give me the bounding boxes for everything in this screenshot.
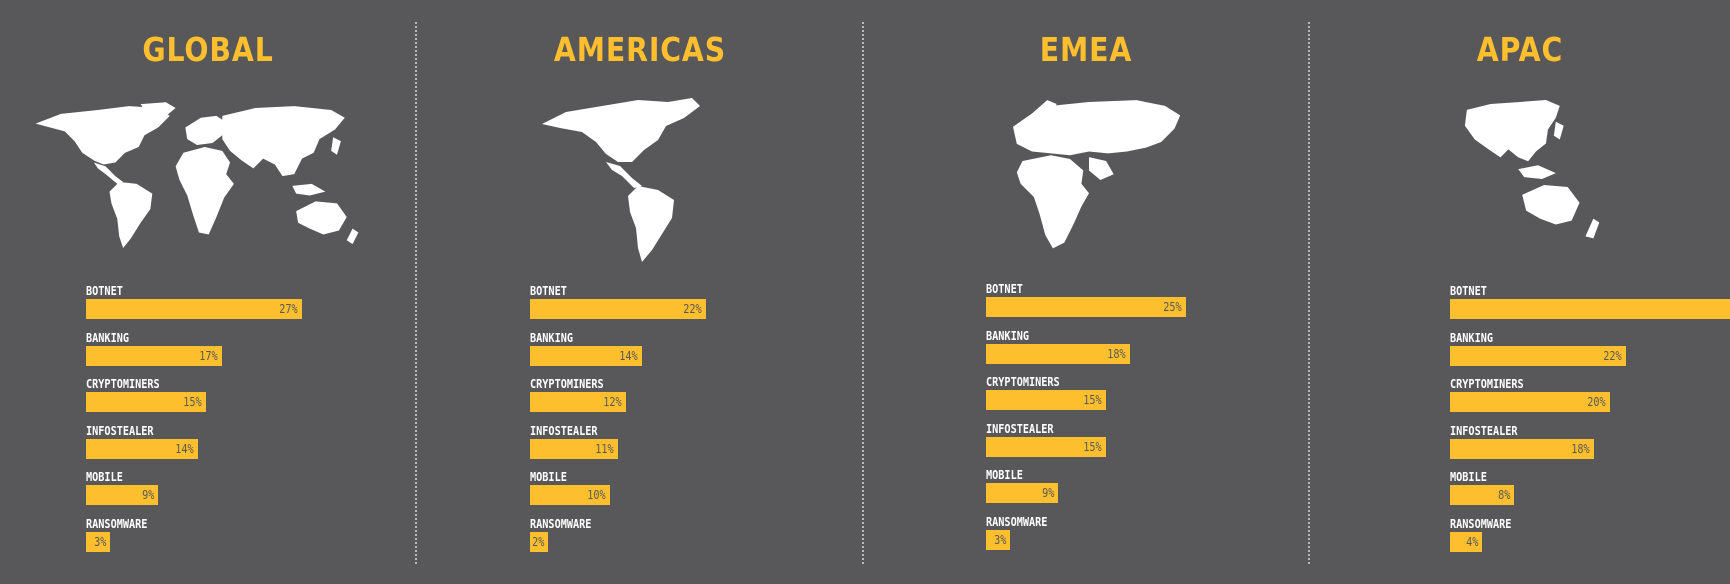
bar-value-label: 2%: [531, 534, 544, 549]
bar-value-label: 18%: [1571, 441, 1590, 456]
category-label: CRYPTOMINERS: [1450, 377, 1524, 391]
category-label: MOBILE: [530, 470, 567, 484]
emea-map-icon: [1013, 100, 1181, 249]
category-label: INFOSTEALER: [1450, 423, 1518, 438]
bar-value-label: 25%: [1163, 300, 1182, 314]
region-title: EMEA: [1039, 30, 1133, 69]
bar-value-label: 17%: [199, 348, 218, 363]
bar: 12%: [530, 392, 626, 412]
bar-value-label: 27%: [279, 302, 298, 316]
category-label: RANSOMWARE: [86, 516, 148, 531]
bar: 25%: [986, 297, 1186, 317]
panel-americas: AMERICAS BOTNET 22% BANKING 14% CRYPTOMINERS…: [418, 0, 862, 584]
category-label: RANSOMWARE: [986, 514, 1048, 529]
americas-map-icon: [542, 98, 700, 262]
bar: 3%: [86, 531, 110, 552]
category-label: BOTNET: [530, 284, 567, 298]
bar: 11%: [530, 438, 618, 459]
bar-value-label: 3%: [93, 534, 106, 549]
region-title: APAC: [1476, 30, 1564, 69]
category-label: CRYPTOMINERS: [986, 375, 1060, 389]
category-label: MOBILE: [86, 470, 123, 484]
category-label: BANKING: [986, 328, 1029, 343]
category-label: MOBILE: [1450, 470, 1487, 484]
bar: 20%: [1450, 392, 1610, 412]
bar-value-label: 22%: [683, 302, 702, 316]
bar: 14%: [86, 438, 198, 459]
world-map-icon: [35, 102, 359, 249]
bar-value-label: 8%: [1497, 488, 1510, 502]
bar: 15%: [86, 392, 206, 412]
bar-value-label: 14%: [619, 348, 638, 363]
bar-value-label: 11%: [595, 441, 614, 456]
bar: 22%: [1450, 345, 1626, 366]
panel-global: GLOBAL BOTNET 27% BANKING 17% CRYPTO: [0, 0, 416, 584]
category-label: BOTNET: [1450, 284, 1487, 298]
bar: 9%: [86, 485, 158, 505]
category-label: CRYPTOMINERS: [530, 377, 604, 391]
category-label: BOTNET: [986, 282, 1023, 296]
category-label: RANSOMWARE: [530, 516, 592, 531]
divider: [415, 22, 417, 564]
bar-value-label: 15%: [1083, 439, 1102, 454]
bar: 22%: [530, 299, 706, 319]
bar: 15%: [986, 390, 1106, 410]
bar: 27%: [86, 299, 302, 319]
category-label: BOTNET: [86, 284, 123, 298]
bar: 18%: [1450, 438, 1594, 459]
bar-value-label: 9%: [141, 488, 154, 502]
category-label: INFOSTEALER: [530, 423, 598, 438]
category-label: RANSOMWARE: [1450, 516, 1512, 531]
bar: 18%: [986, 343, 1130, 364]
bar: 15%: [986, 436, 1106, 457]
apac-map-icon: [1464, 100, 1600, 239]
category-label: BANKING: [530, 330, 573, 345]
bar: 14%: [530, 345, 642, 366]
bar-value-label: 4%: [1465, 534, 1478, 549]
category-label: INFOSTEALER: [986, 421, 1054, 436]
region-title: GLOBAL: [142, 30, 274, 69]
bar-value-label: 22%: [1603, 348, 1622, 363]
bar-value-label: 18%: [1107, 346, 1126, 361]
bar-value-label: 15%: [1083, 393, 1102, 407]
region-title: AMERICAS: [553, 30, 727, 69]
bar-value-label: 15%: [183, 395, 202, 409]
bar: 42%: [1450, 299, 1730, 319]
divider: [1308, 22, 1310, 564]
bar: 2%: [530, 531, 548, 552]
category-label: INFOSTEALER: [86, 423, 154, 438]
bar-value-label: 20%: [1587, 395, 1606, 409]
bar: 10%: [530, 485, 610, 505]
bar: 8%: [1450, 485, 1514, 505]
panel-apac: APAC BOTNET42% BANKING 22% CRYPTOMINERS 20% I…: [1310, 0, 1730, 584]
bar: 17%: [86, 345, 222, 366]
category-label: BANKING: [1450, 330, 1493, 345]
category-label: CRYPTOMINERS: [86, 377, 160, 391]
bar: 4%: [1450, 531, 1482, 552]
panel-emea: EMEA BOTNET 25% BANKING 18% CRYPTOMINERS 15% I…: [864, 0, 1308, 584]
bar-value-label: 10%: [587, 488, 606, 502]
category-label: MOBILE: [986, 468, 1023, 482]
bar-value-label: 14%: [175, 441, 194, 456]
category-label: BANKING: [86, 330, 129, 345]
bar-value-label: 3%: [993, 532, 1006, 547]
bar: 3%: [986, 529, 1010, 550]
bar-value-label: 9%: [1041, 486, 1054, 500]
divider: [862, 22, 864, 564]
bar-value-label: 12%: [603, 395, 622, 409]
bar: 9%: [986, 483, 1058, 503]
